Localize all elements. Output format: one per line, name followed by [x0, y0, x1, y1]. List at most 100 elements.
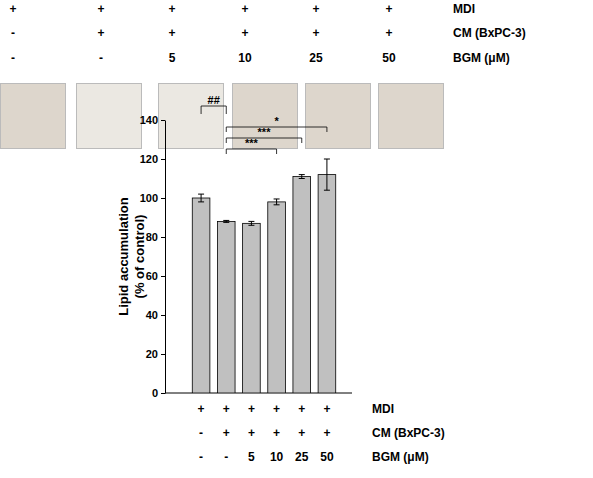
treatment-mark: - [11, 26, 15, 40]
significance-label: ## [208, 94, 220, 106]
error-cap [248, 225, 254, 226]
y-tick-label: 40 [146, 309, 158, 321]
treatment-mark: 50 [382, 51, 396, 65]
treatment-mark: + [248, 402, 255, 416]
significance: *** [226, 126, 302, 143]
error-cap [299, 178, 305, 179]
micrograph [77, 84, 142, 149]
treatment-mark: + [241, 26, 248, 40]
treatment-mark: + [97, 2, 104, 16]
treatment-label: CM (BxPC-3) [372, 426, 445, 440]
significance: ## [201, 94, 226, 114]
error-bar [223, 220, 229, 222]
y-tick-label: 80 [146, 231, 158, 243]
micrograph [306, 84, 371, 149]
error-bar [274, 199, 280, 205]
y-tick-mark [161, 120, 165, 121]
treatment-mark: + [223, 402, 230, 416]
y-tick-mark [161, 237, 165, 238]
treatment-mark: 5 [248, 450, 255, 464]
treatment-mark: + [168, 2, 175, 16]
treatment-label: MDI [453, 2, 475, 16]
error-bar [198, 194, 204, 202]
treatment-label: BGM (μM) [372, 450, 429, 464]
significance-label: * [274, 115, 279, 127]
treatment-mark: + [9, 2, 16, 16]
y-tick: 80 [146, 231, 165, 243]
micrograph-panels [1, 84, 444, 149]
error-cap [223, 222, 229, 223]
y-tick-label: 60 [146, 270, 158, 282]
y-tick: 100 [140, 192, 165, 204]
bar [293, 177, 311, 393]
treatment-mark: - [199, 426, 203, 440]
bar [243, 223, 261, 393]
treatment-mark: + [97, 26, 104, 40]
treatment-mark: + [223, 426, 230, 440]
treatment-mark: + [273, 426, 280, 440]
significance-label: *** [245, 137, 259, 149]
y-tick-mark [161, 159, 165, 160]
y-tick-mark [161, 393, 165, 394]
error-stem [326, 159, 327, 190]
error-stem [201, 194, 202, 202]
error-cap [198, 194, 204, 195]
bar [217, 221, 235, 393]
treatment-mark: + [241, 2, 248, 16]
treatment-mark: + [168, 26, 175, 40]
error-cap [274, 198, 280, 199]
error-cap [299, 174, 305, 175]
error-bar [299, 175, 305, 179]
treatment-label: MDI [372, 402, 394, 416]
treatment-mark: 50 [320, 450, 334, 464]
y-tick: 40 [146, 309, 165, 321]
treatment-label: CM (BxPC-3) [453, 26, 526, 40]
treatment-mark: + [385, 2, 392, 16]
error-cap [324, 159, 330, 160]
figure: + + + + + + MDI - + + + + + CM (BxPC-3) - - 5 10 25 50 BGM (… [0, 0, 593, 478]
treatment-mark: + [273, 402, 280, 416]
treatment-mark: - [99, 51, 103, 65]
treatment-mark: 10 [238, 51, 252, 65]
treatment-mark: + [385, 26, 392, 40]
y-tick-mark [161, 276, 165, 277]
error-cap [198, 201, 204, 202]
significance-label: *** [258, 126, 272, 138]
treatment-mark: + [198, 402, 205, 416]
treatment-mark: - [224, 450, 228, 464]
treatment-mark: 25 [295, 450, 309, 464]
y-tick: 60 [146, 270, 165, 282]
y-tick-label: 140 [140, 114, 158, 126]
treatment-mark: + [248, 426, 255, 440]
significance: * [226, 115, 327, 132]
y-tick-label: 100 [140, 192, 158, 204]
y-axis-line [165, 121, 166, 394]
plot-area [192, 159, 335, 393]
y-tick: 0 [152, 387, 165, 399]
bar [192, 198, 210, 393]
treatment-mark: - [11, 51, 15, 65]
treatment-mark: + [323, 426, 330, 440]
treatment-mark: + [298, 426, 305, 440]
micrograph [159, 84, 224, 149]
significance-bracket [226, 127, 327, 132]
y-tick-mark [161, 315, 165, 316]
treatment-mark: + [298, 402, 305, 416]
error-cap [248, 221, 254, 222]
bar [268, 202, 286, 393]
treatment-mark: 25 [309, 51, 323, 65]
bar [318, 175, 336, 393]
y-tick: 120 [140, 153, 165, 165]
treatment-mark: + [323, 402, 330, 416]
significance-bracket [226, 138, 302, 143]
y-tick-label: 20 [146, 348, 158, 360]
error-cap [274, 204, 280, 205]
significance-bracket [226, 149, 276, 154]
treatment-mark: + [312, 26, 319, 40]
treatment-mark: 10 [270, 450, 284, 464]
y-tick-label: 120 [140, 153, 158, 165]
treatment-mark: - [199, 450, 203, 464]
y-tick-mark [161, 198, 165, 199]
y-axis-title: Lipid accumulation(% of control) [116, 197, 147, 316]
error-bar [248, 221, 254, 225]
